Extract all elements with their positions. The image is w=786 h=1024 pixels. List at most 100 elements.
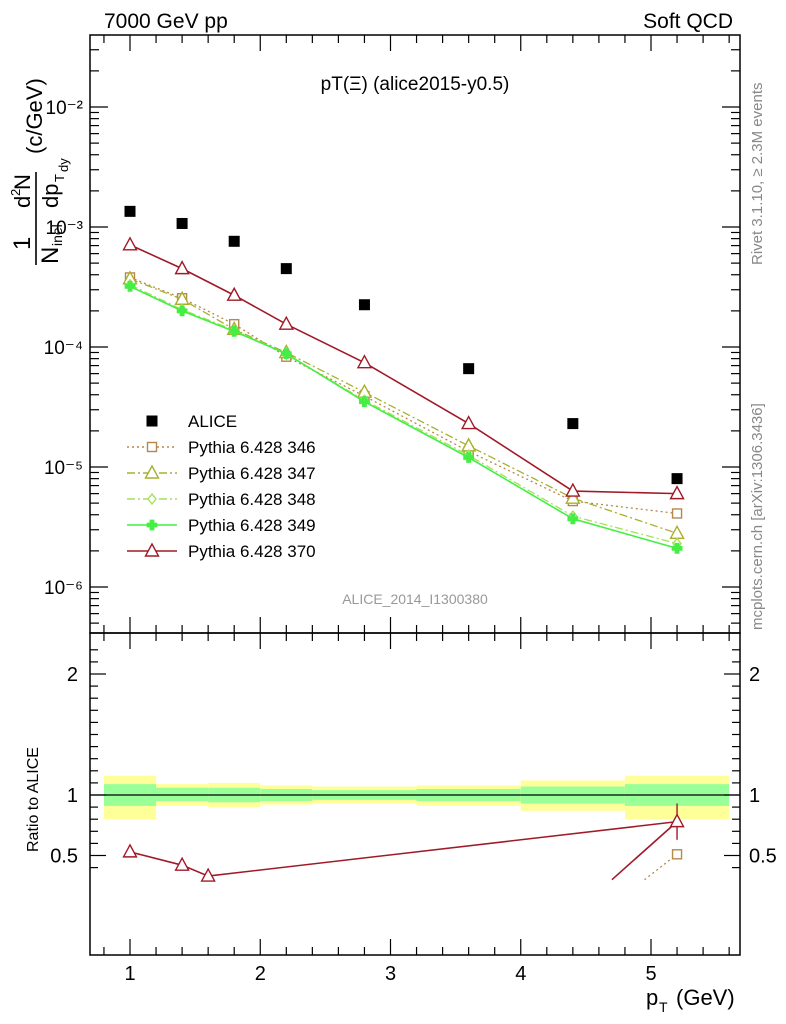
data-point <box>460 437 477 452</box>
ratio-series-layer <box>122 803 685 882</box>
svg-text:1: 1 <box>9 237 36 250</box>
ratio-y-tick-label: 1 <box>67 785 78 807</box>
data-point <box>228 325 240 337</box>
data-point <box>124 205 136 217</box>
ratio-line <box>611 821 678 881</box>
legend-label: Pythia 6.428 346 <box>188 438 316 457</box>
legend-marker <box>146 415 158 427</box>
header-right-label: Soft QCD <box>643 10 733 33</box>
ratio-y-axis-label: Ratio to ALICE <box>25 747 42 852</box>
legend-item: Pythia 6.428 346 <box>127 438 316 457</box>
ratio-y-tick-label-right: 2 <box>749 664 760 686</box>
y-tick-label: 10⁻⁶ <box>44 578 83 599</box>
ratio-y-tick-label: 0.5 <box>50 846 78 868</box>
header-left-label: 7000 GeV pp <box>104 10 228 33</box>
svg-text:dy: dy <box>56 158 71 172</box>
series-line <box>129 276 678 515</box>
legend-marker <box>147 492 157 506</box>
series-line <box>129 285 678 550</box>
data-point <box>567 418 579 430</box>
ratio-series-0 <box>122 803 685 882</box>
data-point <box>174 260 190 275</box>
main-series-layer <box>122 205 685 554</box>
y-tick-label: 10⁻² <box>46 98 84 119</box>
data-point <box>463 363 475 375</box>
ratio-point <box>174 856 190 871</box>
ratio-point <box>669 813 685 828</box>
data-point <box>226 286 242 301</box>
ratio-point <box>200 867 216 882</box>
legend-marker <box>144 464 160 479</box>
plot-title: pT(Ξ) (alice2015-y0.5) <box>321 74 510 95</box>
svg-text:inel: inel <box>49 224 65 246</box>
legend-marker <box>146 441 158 453</box>
data-point <box>124 280 136 292</box>
data-point <box>671 508 683 519</box>
series-5 <box>122 236 685 500</box>
x-tick-label: 2 <box>255 963 266 985</box>
data-point <box>280 348 292 360</box>
main-y-axis-label: 1 N inel d 2 N dp T dy (c/GeV) <box>8 78 71 265</box>
svg-text:dp: dp <box>38 184 63 208</box>
axis-ticks: 1 2 3 4 5 10⁻⁶ 10⁻⁵ 10⁻⁴ 10⁻³ 10⁻² 0.5 0.5 1 1 2 2 <box>44 35 777 985</box>
series-line <box>129 244 678 495</box>
data-point <box>460 415 477 430</box>
ratio-y-tick-label-right: 0.5 <box>749 846 777 868</box>
svg-text:p: p <box>646 985 658 1010</box>
data-point <box>280 263 292 275</box>
rivet-label: Rivet 3.1.10, ≥ 2.3M events <box>749 83 766 266</box>
series-4 <box>124 280 683 554</box>
data-point <box>565 482 581 497</box>
ratio-line <box>129 820 678 877</box>
mcplots-label: mcplots.cern.ch [arXiv:1306.3436] <box>749 403 766 630</box>
legend-marker <box>144 542 160 557</box>
ratio-point <box>122 843 138 858</box>
ratio-line <box>644 853 678 881</box>
data-point <box>176 217 188 229</box>
ratio-y-tick-label-right: 1 <box>749 785 760 807</box>
ratio-inner-band <box>156 787 209 802</box>
data-point <box>565 489 581 504</box>
svg-text:N: N <box>37 247 64 264</box>
legend-label: Pythia 6.428 370 <box>188 542 316 561</box>
data-point <box>671 473 683 485</box>
legend-label: ALICE <box>188 412 237 431</box>
legend-item: Pythia 6.428 348 <box>127 490 316 509</box>
ratio-panel-frame <box>89 632 741 956</box>
svg-text:(c/GeV): (c/GeV) <box>22 78 47 154</box>
analysis-id: ALICE_2014_I1300380 <box>342 591 488 607</box>
x-tick-label: 1 <box>124 963 135 985</box>
svg-text:T: T <box>52 174 67 182</box>
series-line <box>129 278 678 534</box>
legend-item: Pythia 6.428 349 <box>127 516 316 535</box>
legend-label: Pythia 6.428 349 <box>188 516 316 535</box>
data-point <box>671 542 683 554</box>
data-point <box>359 396 370 408</box>
legend-item: Pythia 6.428 370 <box>127 542 316 561</box>
y-tick-label: 10⁻⁴ <box>44 338 83 359</box>
ratio-point <box>671 849 683 860</box>
svg-text:(GeV): (GeV) <box>676 985 735 1010</box>
data-point <box>122 236 138 251</box>
data-point <box>567 513 579 525</box>
data-point <box>356 354 373 369</box>
data-point <box>669 485 685 500</box>
svg-text:N: N <box>10 174 35 190</box>
ratio-error-bands <box>103 775 730 820</box>
ratio-y-tick-label: 2 <box>67 664 78 686</box>
x-tick-label: 3 <box>385 963 396 985</box>
data-point <box>228 235 240 247</box>
ratio-series-1 <box>644 849 683 881</box>
legend-label: Pythia 6.428 348 <box>188 490 316 509</box>
series-line <box>129 284 678 545</box>
x-tick-label: 4 <box>515 963 526 985</box>
y-tick-label: 10⁻³ <box>46 218 84 239</box>
x-tick-label: 5 <box>645 963 656 985</box>
y-tick-label: 10⁻⁵ <box>44 458 83 479</box>
data-point <box>278 315 294 330</box>
legend-label: Pythia 6.428 347 <box>188 464 316 483</box>
data-point <box>176 305 188 317</box>
data-point <box>463 452 475 463</box>
legend-item: Pythia 6.428 347 <box>127 464 316 483</box>
